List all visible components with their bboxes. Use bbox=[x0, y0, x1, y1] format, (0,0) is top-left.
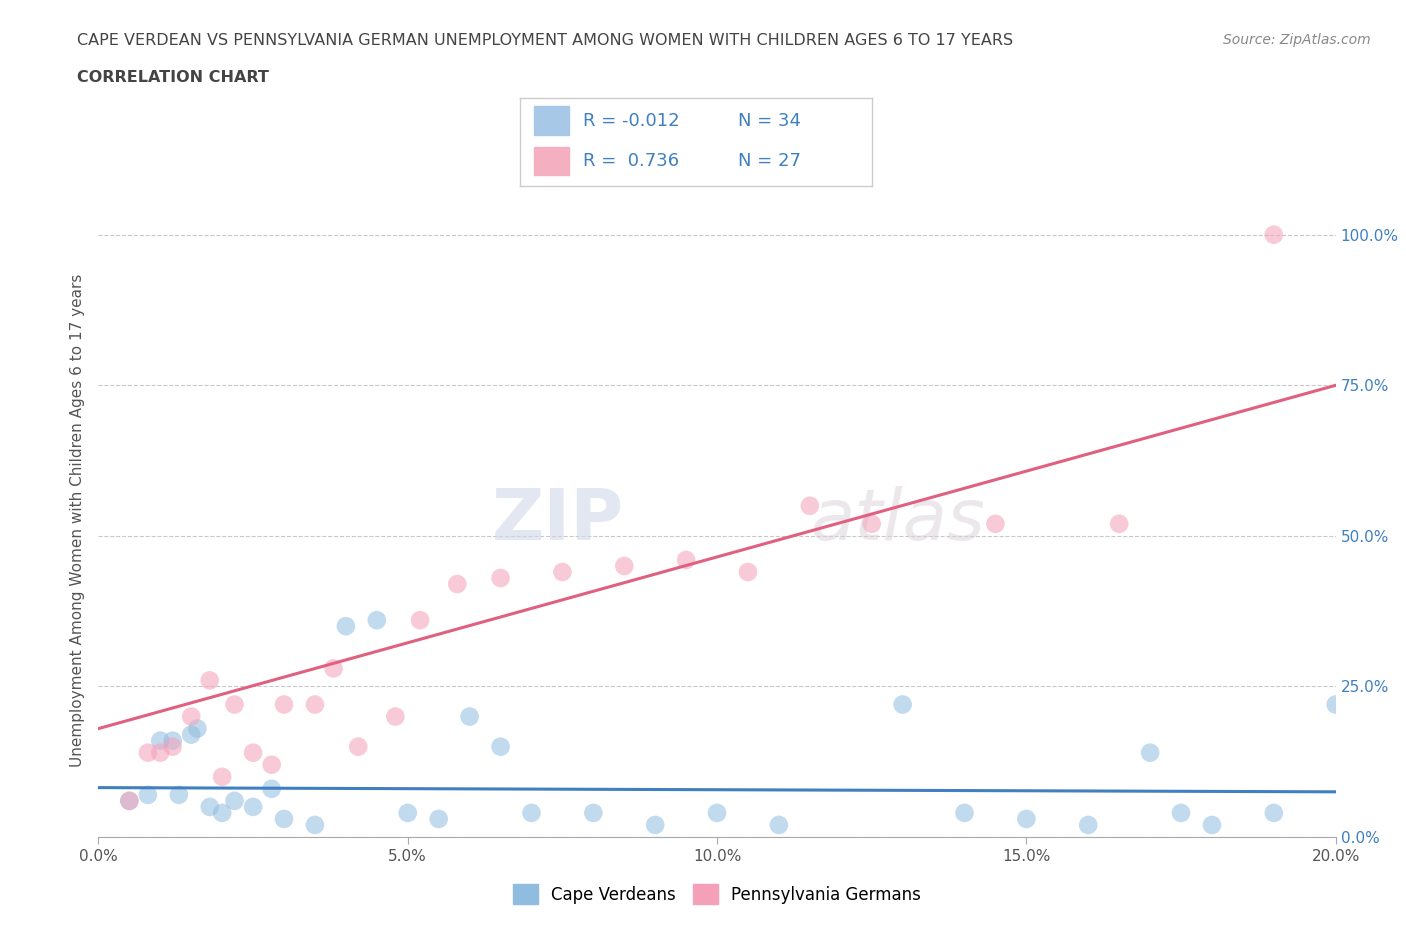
Point bbox=[1201, 817, 1223, 832]
Point bbox=[180, 709, 202, 724]
Point bbox=[162, 739, 184, 754]
Text: ZIP: ZIP bbox=[492, 486, 624, 555]
Point bbox=[242, 800, 264, 815]
Point bbox=[409, 613, 432, 628]
Text: Source: ZipAtlas.com: Source: ZipAtlas.com bbox=[1223, 33, 1371, 46]
Point bbox=[953, 805, 976, 820]
Text: N = 27: N = 27 bbox=[738, 153, 801, 170]
Point bbox=[322, 661, 344, 676]
Point bbox=[260, 781, 283, 796]
Point bbox=[1108, 516, 1130, 531]
Point bbox=[118, 793, 141, 808]
Point bbox=[335, 618, 357, 633]
Point bbox=[198, 800, 221, 815]
Point bbox=[1077, 817, 1099, 832]
Point bbox=[366, 613, 388, 628]
Point bbox=[551, 565, 574, 579]
Point bbox=[613, 559, 636, 574]
Point bbox=[198, 673, 221, 688]
Point bbox=[304, 698, 326, 712]
Point bbox=[136, 745, 159, 760]
Point bbox=[1170, 805, 1192, 820]
Point bbox=[427, 812, 450, 827]
Point bbox=[260, 757, 283, 772]
Bar bbox=[534, 106, 569, 135]
Point bbox=[180, 727, 202, 742]
Point bbox=[224, 698, 246, 712]
Text: N = 34: N = 34 bbox=[738, 112, 801, 129]
Point bbox=[644, 817, 666, 832]
Point bbox=[737, 565, 759, 579]
Point bbox=[149, 733, 172, 748]
Text: R = -0.012: R = -0.012 bbox=[583, 112, 681, 129]
Point bbox=[706, 805, 728, 820]
Point bbox=[1263, 805, 1285, 820]
Point bbox=[186, 721, 208, 736]
Point bbox=[384, 709, 406, 724]
Point bbox=[136, 788, 159, 803]
Point bbox=[860, 516, 883, 531]
Point bbox=[489, 739, 512, 754]
Point bbox=[458, 709, 481, 724]
Point bbox=[489, 571, 512, 586]
Point bbox=[211, 769, 233, 784]
Point bbox=[149, 745, 172, 760]
Point bbox=[224, 793, 246, 808]
Point bbox=[167, 788, 190, 803]
Point bbox=[211, 805, 233, 820]
Point bbox=[1139, 745, 1161, 760]
Point bbox=[1263, 227, 1285, 242]
Point bbox=[273, 812, 295, 827]
Point bbox=[799, 498, 821, 513]
Point bbox=[446, 577, 468, 591]
Point bbox=[1324, 698, 1347, 712]
Point bbox=[891, 698, 914, 712]
Legend: Cape Verdeans, Pennsylvania Germans: Cape Verdeans, Pennsylvania Germans bbox=[506, 877, 928, 910]
Point bbox=[984, 516, 1007, 531]
Point bbox=[582, 805, 605, 820]
Point bbox=[396, 805, 419, 820]
Point bbox=[347, 739, 370, 754]
Text: R =  0.736: R = 0.736 bbox=[583, 153, 679, 170]
Bar bbox=[534, 147, 569, 176]
Point bbox=[118, 793, 141, 808]
Point bbox=[675, 552, 697, 567]
Point bbox=[273, 698, 295, 712]
Point bbox=[242, 745, 264, 760]
Point bbox=[768, 817, 790, 832]
Point bbox=[162, 733, 184, 748]
Point bbox=[520, 805, 543, 820]
Text: CAPE VERDEAN VS PENNSYLVANIA GERMAN UNEMPLOYMENT AMONG WOMEN WITH CHILDREN AGES : CAPE VERDEAN VS PENNSYLVANIA GERMAN UNEM… bbox=[77, 33, 1014, 47]
Y-axis label: Unemployment Among Women with Children Ages 6 to 17 years: Unemployment Among Women with Children A… bbox=[69, 274, 84, 767]
Point bbox=[304, 817, 326, 832]
Text: CORRELATION CHART: CORRELATION CHART bbox=[77, 70, 269, 85]
Point bbox=[1015, 812, 1038, 827]
Text: atlas: atlas bbox=[810, 486, 984, 555]
